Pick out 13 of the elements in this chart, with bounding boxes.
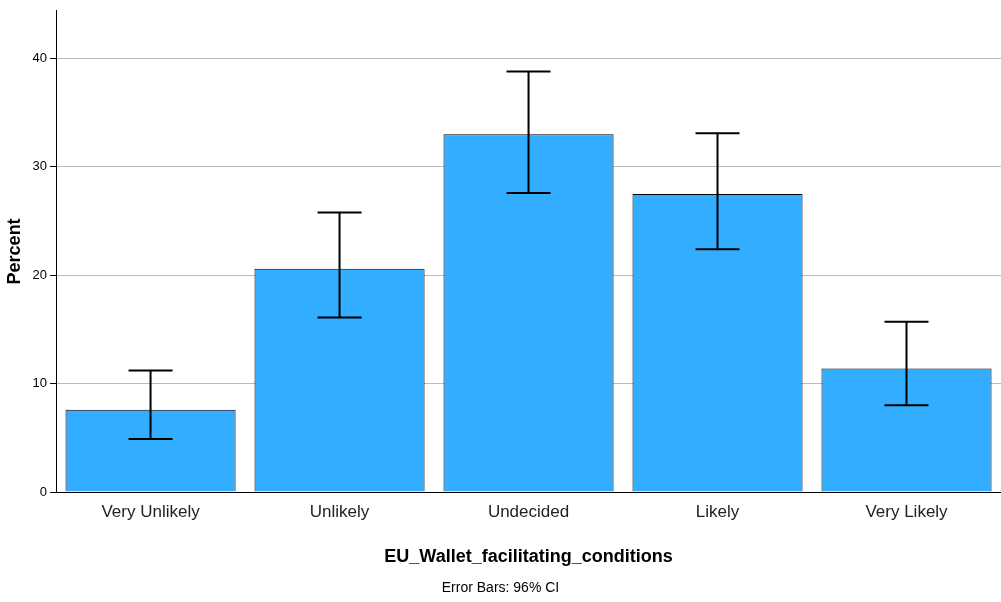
y-tick-label: 0 (39, 483, 48, 499)
x-tick-label: Unlikely (309, 501, 370, 521)
y-axis-title: Percent (3, 218, 24, 285)
x-tick-label: Likely (695, 501, 740, 521)
y-tick-label: 10 (32, 375, 48, 391)
y-tick-label: 30 (32, 158, 48, 174)
x-tick-label: Very Likely (865, 501, 949, 521)
x-tick-label: Very Unlikely (101, 501, 201, 521)
y-tick-label: 40 (32, 50, 48, 66)
text: Error Bars: 96% CI (441, 579, 560, 595)
x-tick-label: Undecided (487, 501, 570, 521)
y-tick-label: 20 (32, 266, 48, 282)
x-axis-title: EU_Wallet_facilitating_conditions (384, 546, 673, 567)
